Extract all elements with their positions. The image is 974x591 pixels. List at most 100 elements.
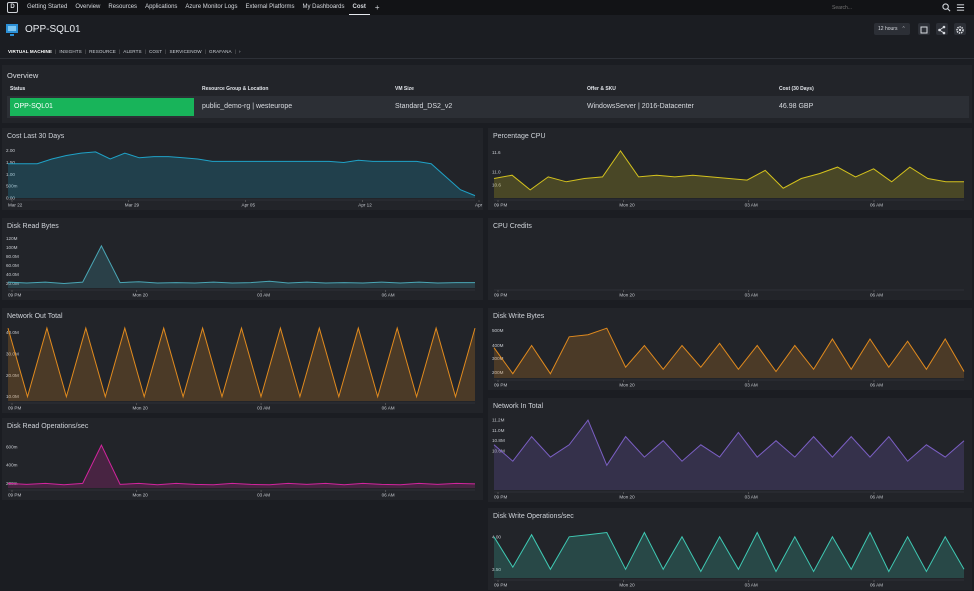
series-area <box>8 151 475 198</box>
x-tick-label: 09 PM <box>8 293 21 298</box>
subnav-item-grafana[interactable]: GRAFANA <box>209 48 232 54</box>
y-tick-label: 120M <box>6 236 18 241</box>
x-tick-label: 03 AM <box>745 495 758 500</box>
x-tick-label: 03 AM <box>745 383 758 388</box>
subnav-separator: | <box>234 48 236 54</box>
column-header-vm-size: VM Size <box>395 86 414 92</box>
share-button[interactable] <box>936 23 948 35</box>
series-area <box>8 245 475 288</box>
nav-item-external-platforms[interactable]: External Platforms <box>245 4 295 10</box>
x-tick-label: Mon 20 <box>619 583 635 588</box>
x-tick-label: Mon 20 <box>133 293 149 298</box>
y-tick-label: 4.00 <box>492 534 501 539</box>
time-range-picker[interactable]: 12 hours ⌃ <box>874 23 910 35</box>
subnav-item-insights[interactable]: INSIGHTS <box>59 48 82 54</box>
nav-item-cost[interactable]: Cost <box>348 0 370 15</box>
nav-item-overview[interactable]: Overview <box>75 4 101 10</box>
series-line[interactable] <box>8 151 476 197</box>
page-title: OPP-SQL01 <box>25 24 81 35</box>
y-tick-label: 60.0M <box>6 263 19 268</box>
x-tick-label: 09 PM <box>494 495 507 500</box>
settings-button[interactable] <box>954 23 966 35</box>
y-tick-label: 2.00 <box>6 148 15 153</box>
chart-diskwriteops: 4.00 3.50 09 PM Mon 20 03 AM 06 AM <box>492 531 965 588</box>
vm-size-value: Standard_DS2_v2 <box>395 103 453 110</box>
time-range-label: 12 hours <box>878 26 898 32</box>
x-tick-label: 06 AM <box>870 293 883 298</box>
subnav-item-cost[interactable]: COST <box>148 48 163 54</box>
y-tick-label: 30.0M <box>6 351 19 356</box>
overview-title: Overview <box>7 71 39 80</box>
series-line[interactable] <box>7 443 476 486</box>
search-input[interactable] <box>832 3 928 12</box>
pin-icon: ⌃ <box>901 26 906 32</box>
y-tick-label: 100M <box>6 245 18 250</box>
y-tick-label: 10.0M <box>6 394 19 399</box>
chart-cost30: 2.00 1.50 1.00 500m 0.00 Mar 22 Mar 29 Apr 05 Ap… <box>6 148 483 208</box>
y-tick-label: 20.0M <box>6 373 19 378</box>
status-badge: OPP-SQL01 <box>10 98 194 116</box>
series-line[interactable] <box>493 150 964 191</box>
subnav-item-servicenow[interactable]: SERVICENOW <box>169 48 202 54</box>
x-tick-label: Mon 20 <box>619 495 635 500</box>
table-row[interactable] <box>7 96 969 118</box>
hamburger-menu-icon[interactable] <box>956 3 965 12</box>
nav-item-applications[interactable]: Applications <box>145 4 178 10</box>
fullscreen-button[interactable] <box>918 23 930 35</box>
chart-diskread: 120M 100M 80.0M 60.0M 40.0M 20.0M 09 PM Mon 20 0… <box>6 236 475 298</box>
x-tick-label: 09 PM <box>494 583 507 588</box>
chart-cpu: 11.6 11.0 10.6 09 PM Mon 20 03 AM 06 AM <box>492 150 964 208</box>
x-tick-label: 03 AM <box>257 493 270 498</box>
series-line[interactable] <box>493 327 965 375</box>
subnav-item-alerts[interactable]: ALERTS <box>123 48 142 54</box>
x-tick-label: 06 AM <box>870 203 883 208</box>
series-line[interactable] <box>7 326 476 399</box>
nav-item-resources[interactable]: Resources <box>108 4 138 10</box>
subnav-item-virtual-machine[interactable]: VIRTUAL MACHINE <box>8 48 53 54</box>
series-area <box>8 328 475 401</box>
x-tick-label: 03 AM <box>257 293 270 298</box>
chart-panel-cost: 2.00 1.50 1.00 500m 0.00 Mar 22 Mar 29 Apr 05 Ap… <box>2 128 483 210</box>
y-tick-label: 200M <box>492 370 504 375</box>
gear-icon <box>956 26 964 34</box>
app-logo-icon[interactable]: D <box>7 2 18 13</box>
y-tick-label: 11.2M <box>492 418 505 423</box>
search-icon[interactable] <box>942 3 951 12</box>
subnav-more-button[interactable]: › <box>239 48 241 54</box>
series-line[interactable] <box>493 419 965 467</box>
chart-panel-network-out: 40.0M 30.0M 20.0M 10.0M 09 PM Mon 20 03 AM 06 A… <box>2 308 483 413</box>
subnav-separator: | <box>118 48 121 54</box>
series-line[interactable] <box>493 531 965 573</box>
chart-diskwrite: 500M 400M 300M 200M 09 PM Mon 20 03 AM 06 AM <box>492 327 965 388</box>
series-area <box>494 532 964 578</box>
x-tick-label: 03 AM <box>745 583 758 588</box>
nav-item-my-dashboards[interactable]: My Dashboards <box>302 4 345 10</box>
x-tick-label: 06 AM <box>870 383 883 388</box>
fullscreen-icon <box>920 26 928 34</box>
cost-value: 46.98 GBP <box>779 103 814 110</box>
chart-title: Disk Read Bytes <box>7 223 59 230</box>
y-tick-label: 400M <box>492 343 504 348</box>
subnav-item-resource[interactable]: RESOURCE <box>89 48 116 54</box>
chart-title: Disk Read Operations/sec <box>7 423 89 430</box>
column-header-cost: Cost (30 Days) <box>779 86 814 92</box>
series-line[interactable] <box>7 244 475 285</box>
chart-title: Disk Write Operations/sec <box>493 513 574 520</box>
divider <box>0 58 974 59</box>
series-area <box>494 328 964 378</box>
y-tick-label: 500m <box>6 184 18 189</box>
add-tab-button[interactable]: + <box>374 3 380 12</box>
x-tick-label: Mar 29 <box>125 203 140 208</box>
y-tick-label: 80.0M <box>6 254 19 259</box>
x-tick-label: 09 PM <box>494 383 507 388</box>
nav-item-getting-started[interactable]: Getting Started <box>27 4 68 10</box>
chart-title: Network In Total <box>493 403 544 410</box>
series-area <box>8 445 475 488</box>
x-tick-label: 06 AM <box>382 406 395 411</box>
y-tick-label: 0.00 <box>6 196 15 201</box>
series-area <box>494 420 964 490</box>
nav-item-azure-monitor-logs[interactable]: Azure Monitor Logs <box>185 4 238 10</box>
y-tick-label: 11.6 <box>492 150 501 155</box>
subnav-separator: | <box>144 48 146 54</box>
